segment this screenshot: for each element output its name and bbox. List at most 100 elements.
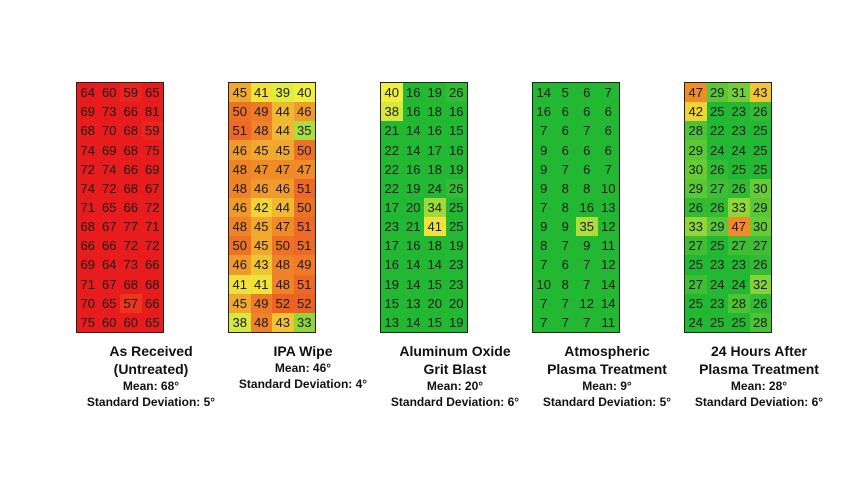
heatmap-cell: 48 [250, 121, 272, 141]
heatmap-cell: 7 [576, 255, 598, 275]
heatmap-cell: 72 [141, 197, 163, 218]
heatmap-cell: 30 [749, 178, 771, 198]
panel-caption: IPA Wipe Mean: 46° Standard Deviation: 4° [208, 342, 398, 392]
heatmap-cell: 27 [728, 236, 750, 256]
heatmap-cell: 22 [706, 121, 728, 141]
heatmap-cell: 16 [402, 83, 424, 103]
heatmap-cell: 42 [250, 197, 272, 218]
heatmap-cell: 15 [424, 274, 446, 294]
heatmap-cell: 65 [141, 83, 163, 103]
heatmap-cell: 46 [272, 178, 294, 198]
heatmap-cell: 48 [250, 312, 272, 332]
heatmap-cell: 18 [424, 159, 446, 179]
heatmap-cell: 69 [141, 159, 163, 179]
heatmap-cell: 43 [272, 312, 294, 332]
heatmap-cell: 8 [533, 236, 555, 256]
heatmap-cell: 65 [98, 197, 120, 218]
heatmap-cell: 25 [445, 217, 467, 237]
heatmap-cell: 68 [120, 140, 142, 160]
heatmap-cell: 50 [272, 236, 294, 256]
heatmap-cell: 33 [728, 197, 750, 218]
heatmap-cell: 27 [749, 236, 771, 256]
heatmap-cell: 23 [728, 121, 750, 141]
heatmap-cell: 7 [554, 159, 576, 179]
heatmap-cell: 67 [141, 178, 163, 198]
heatmap-cell: 50 [293, 140, 315, 160]
heatmap-cell: 6 [597, 121, 619, 141]
heatmap-cell: 9 [533, 217, 555, 237]
panel-caption: 24 Hours After Plasma Treatment Mean: 28° S… [664, 342, 850, 410]
heatmap-cell: 34 [424, 197, 446, 218]
heatmap-cell: 24 [706, 140, 728, 160]
heatmap-cell: 6 [554, 255, 576, 275]
heatmap-cell: 8 [554, 274, 576, 294]
heatmap-cell: 66 [141, 255, 163, 275]
heatmap-cell: 51 [229, 121, 251, 141]
panel-caption: As Received (Untreated) Mean: 68° Standard … [56, 342, 246, 410]
heatmap-cell: 66 [120, 197, 142, 218]
heatmap-cell: 16 [445, 140, 467, 160]
heatmap-cell: 47 [685, 83, 707, 103]
std-dev-label: Standard Deviation: 6° [694, 395, 824, 409]
heatmap-cell: 50 [229, 102, 251, 122]
heatmap-cell: 49 [250, 293, 272, 313]
heatmap-cell: 46 [229, 255, 251, 275]
heatmap-cell: 46 [250, 178, 272, 198]
heatmap-cell: 66 [141, 293, 163, 313]
heatmap-cell: 71 [77, 274, 99, 294]
heatmap-cell: 75 [141, 140, 163, 160]
heatmap-cell: 50 [229, 236, 251, 256]
heatmap-cell: 66 [77, 236, 99, 256]
heatmap-cell: 48 [229, 159, 251, 179]
heatmap-cell: 23 [445, 255, 467, 275]
heatmap-cell: 26 [706, 159, 728, 179]
heatmap-cell: 6 [576, 159, 598, 179]
heatmap-cell: 43 [250, 255, 272, 275]
heatmap-cell: 68 [120, 121, 142, 141]
heatmap-cell: 7 [554, 312, 576, 332]
heatmap-cell: 25 [749, 159, 771, 179]
heatmap-cell: 45 [250, 217, 272, 237]
heatmap-cell: 23 [445, 274, 467, 294]
heatmap-cell: 14 [402, 140, 424, 160]
heatmap-cell: 5 [554, 83, 576, 103]
heatmap-cell: 73 [120, 255, 142, 275]
heatmap-cell: 45 [272, 140, 294, 160]
heatmap-cell: 14 [597, 293, 619, 313]
heatmap-cell: 6 [576, 83, 598, 103]
heatmap-cell: 51 [293, 217, 315, 237]
heatmap-cell: 16 [402, 102, 424, 122]
heatmap-cell: 26 [685, 197, 707, 218]
heatmap-cell: 64 [77, 83, 99, 103]
heatmap-cell: 33 [685, 217, 707, 237]
heatmap-cell: 14 [424, 255, 446, 275]
heatmap-cell: 9 [533, 178, 555, 198]
heatmap-cell: 26 [706, 197, 728, 218]
heatmap-cell: 43 [749, 83, 771, 103]
mean-label: Mean: 9° [582, 379, 632, 393]
heatmap-cell: 74 [77, 140, 99, 160]
heatmap-cell: 9 [554, 217, 576, 237]
heatmap-cell: 39 [272, 83, 294, 103]
heatmap-cell: 27 [685, 274, 707, 294]
heatmap-cell: 69 [98, 140, 120, 160]
heatmap-cell: 48 [272, 274, 294, 294]
heatmap-cell: 35 [293, 121, 315, 141]
std-dev-label: Standard Deviation: 4° [238, 377, 368, 391]
heatmap-cell: 51 [293, 274, 315, 294]
heatmap-cell: 25 [749, 121, 771, 141]
panel-title: Plasma Treatment [699, 361, 819, 377]
heatmap-cell: 24 [424, 178, 446, 198]
heatmap-cell: 20 [445, 293, 467, 313]
heatmap-grid: 47 29 31 43 42 25 23 26 28 22 23 25 29 24 24 25 30 26 25 25… [684, 82, 772, 333]
heatmap-cell: 15 [424, 312, 446, 332]
heatmap-cell: 47 [272, 217, 294, 237]
heatmap-cell: 16 [402, 236, 424, 256]
heatmap-cell: 23 [381, 217, 403, 237]
heatmap-cell: 6 [554, 102, 576, 122]
heatmap-cell: 6 [554, 140, 576, 160]
heatmap-cell: 12 [576, 293, 598, 313]
panel-title: Atmospheric [564, 343, 650, 359]
heatmap-cell: 35 [576, 217, 598, 237]
heatmap-cell: 49 [250, 102, 272, 122]
